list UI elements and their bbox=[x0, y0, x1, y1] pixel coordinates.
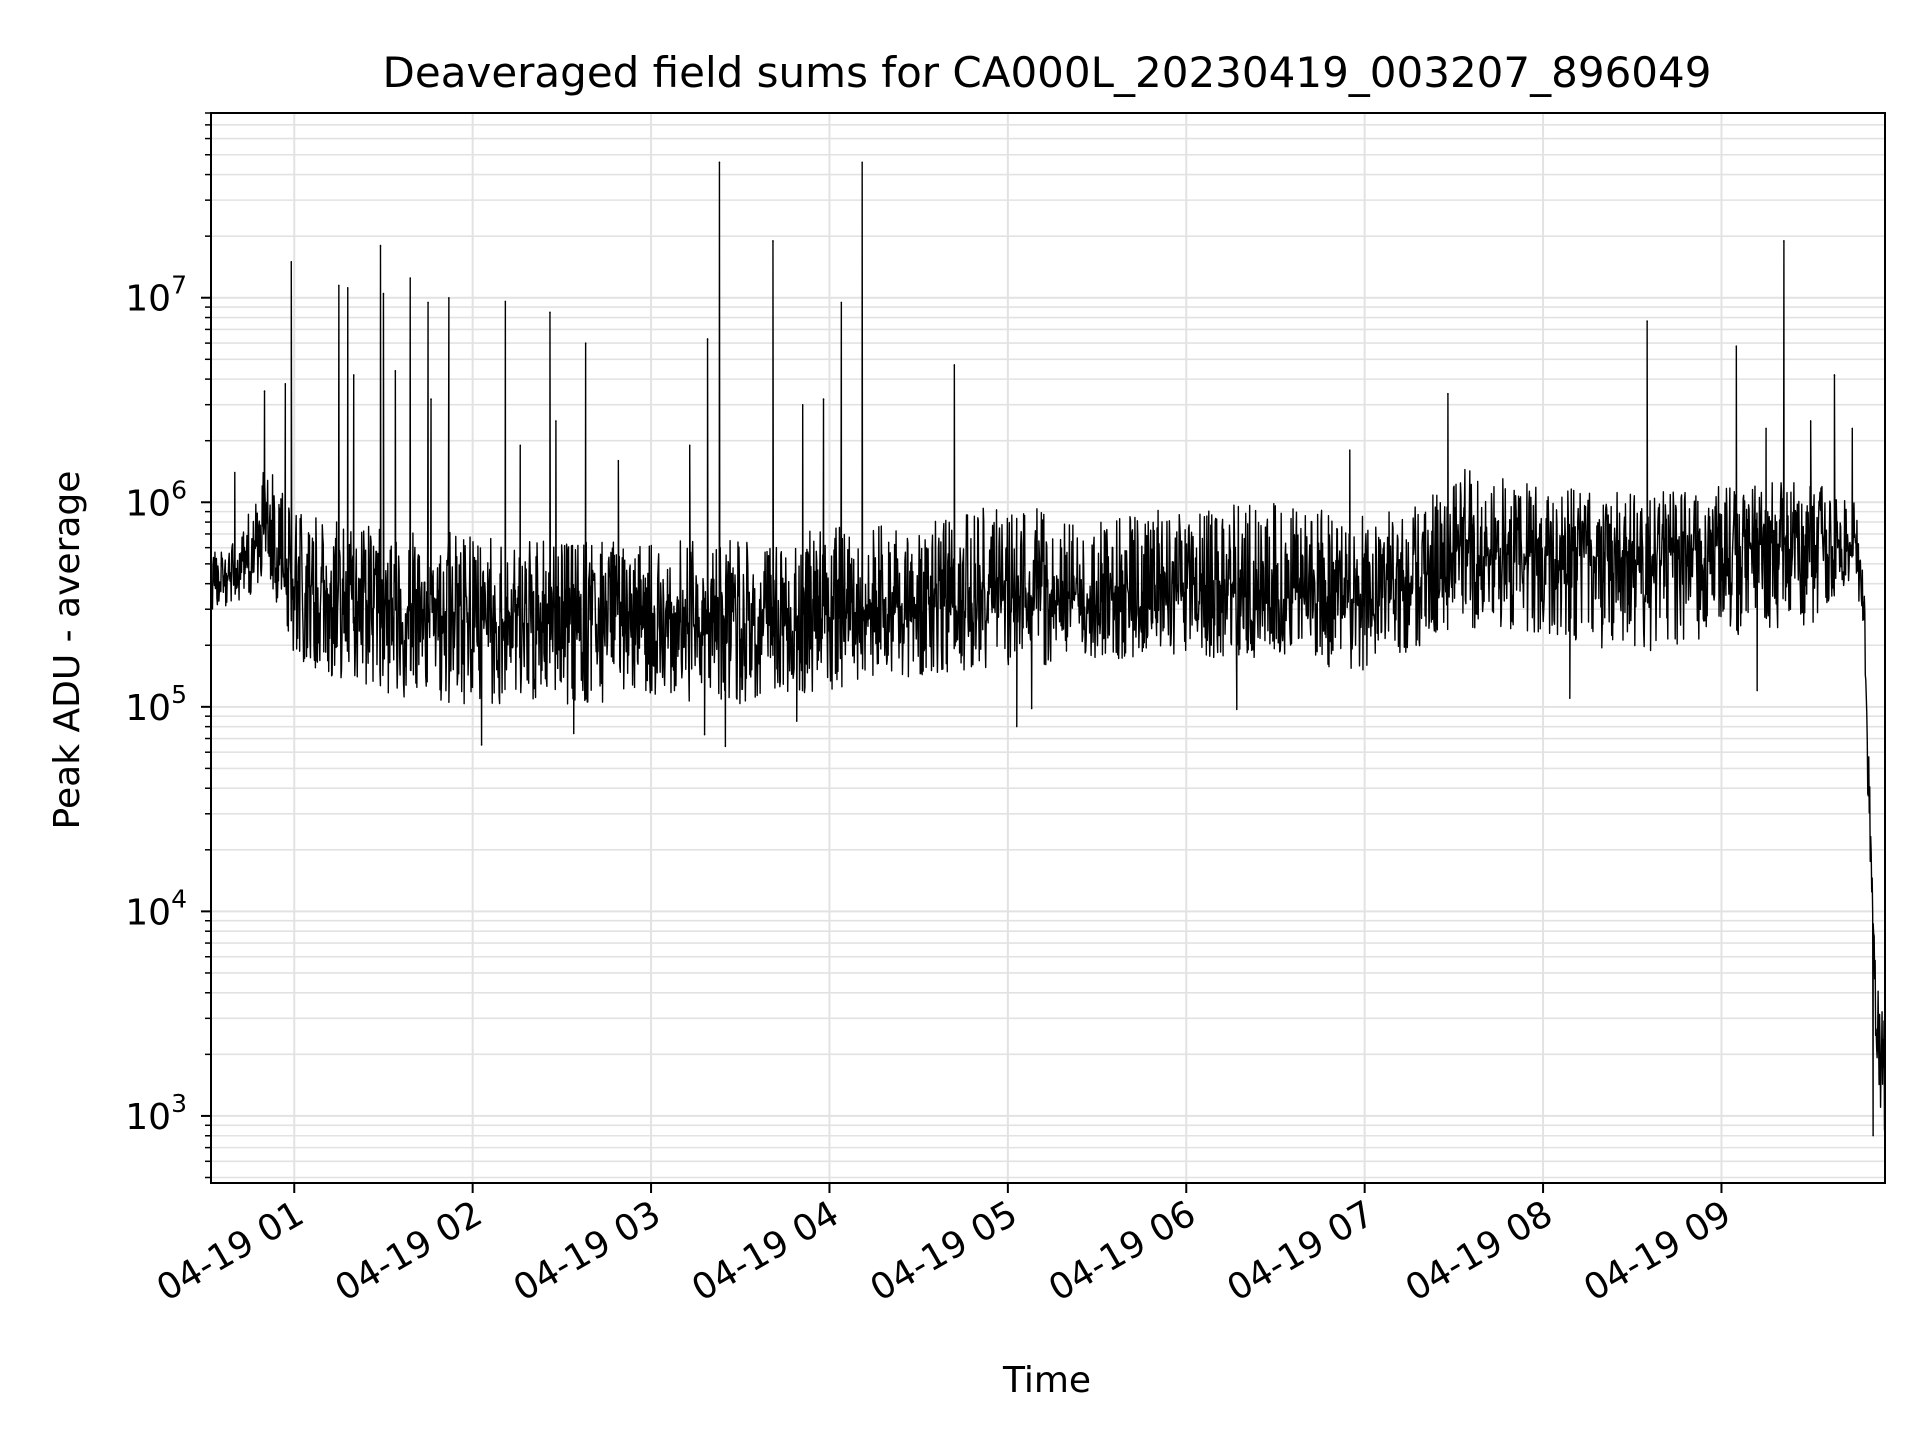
x-axis-label: Time bbox=[1002, 1360, 1091, 1401]
y-axis-label: Peak ADU - average bbox=[47, 471, 88, 830]
plot-area bbox=[210, 161, 1886, 1137]
grid bbox=[211, 112, 1885, 1183]
series-line bbox=[210, 161, 1886, 1137]
y-tick-label: 107 bbox=[125, 271, 187, 320]
plot-frame bbox=[210, 112, 1886, 1184]
chart-title: Deaveraged field sums for CA000L_2023041… bbox=[383, 48, 1712, 97]
y-tick-label: 103 bbox=[125, 1089, 187, 1138]
y-tick-label: 106 bbox=[125, 475, 187, 524]
y-tick-label: 104 bbox=[125, 884, 187, 933]
y-tick-label: 105 bbox=[125, 680, 187, 729]
